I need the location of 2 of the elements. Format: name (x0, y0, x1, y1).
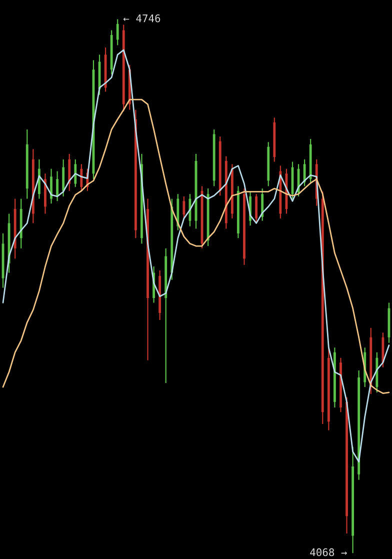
annotation: 4068 → (310, 548, 347, 556)
annotation: ← 4746 (123, 14, 160, 22)
